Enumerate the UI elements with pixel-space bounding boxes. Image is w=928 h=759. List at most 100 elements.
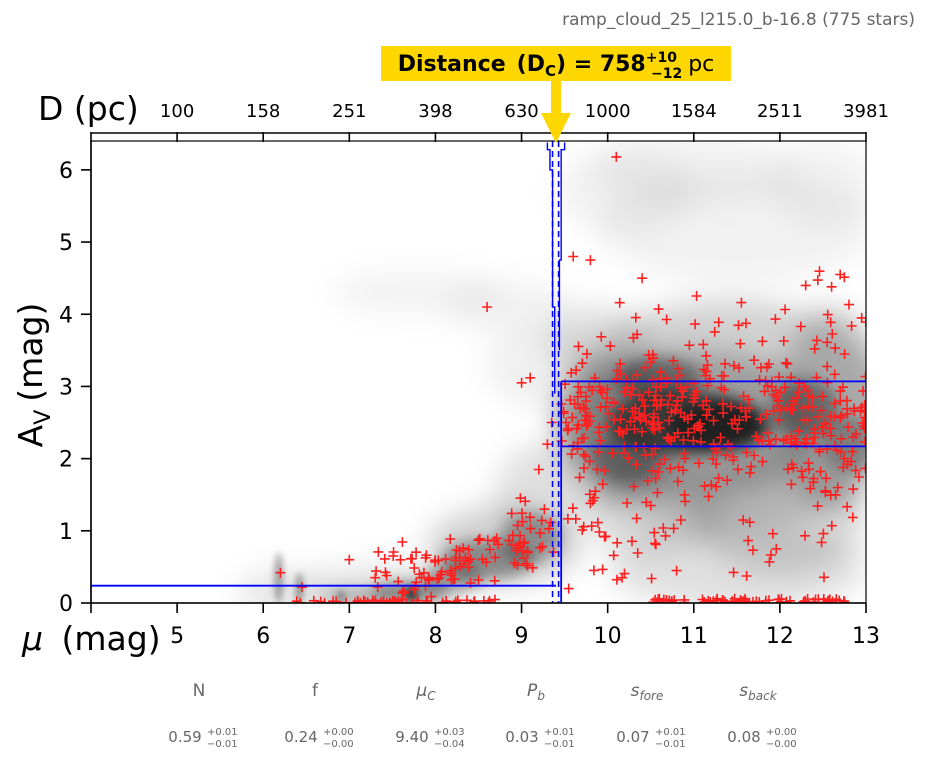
scatter-point — [411, 547, 422, 558]
scatter-point — [732, 423, 743, 434]
scatter-point — [650, 473, 661, 484]
scatter-point — [454, 545, 465, 556]
scatter-point — [768, 405, 779, 416]
density-blob — [444, 281, 582, 333]
scatter-point — [858, 421, 866, 432]
scatter-point — [741, 571, 752, 581]
scatter-point — [679, 594, 690, 603]
scatter-point — [818, 428, 829, 439]
scatter-point — [575, 387, 586, 398]
scatter-point — [432, 574, 443, 585]
parameter-column: μC 9.40 +0.03−0.04 — [395, 681, 464, 750]
parameter-name: sback — [739, 681, 777, 703]
scatter-point — [595, 385, 606, 396]
parameter-column: sfore 0.07 +0.01−0.01 — [616, 681, 685, 750]
scatter-point — [728, 567, 739, 578]
scatter-point — [653, 467, 664, 477]
scatter-point — [835, 385, 846, 396]
scatter-point — [822, 361, 833, 372]
scatter-point — [397, 537, 408, 547]
top-tick-label: 100 — [160, 101, 194, 122]
scatter-point — [445, 534, 456, 544]
scatter-point — [741, 318, 751, 329]
scatter-point — [856, 312, 866, 323]
scatter-point — [418, 567, 429, 578]
x-tick-label: 13 — [852, 624, 880, 649]
scatter-point — [834, 595, 845, 603]
y-axis-base: A — [11, 424, 50, 447]
scatter-point — [728, 455, 739, 466]
scatter-point — [825, 411, 836, 422]
parameter-value: 0.24 — [284, 728, 317, 746]
scatter-point — [722, 475, 733, 486]
scatter-point — [612, 365, 623, 376]
top-tick-label: 1000 — [585, 101, 631, 122]
scatter-point — [706, 480, 717, 490]
scatter-point — [693, 458, 704, 469]
scatter-point — [658, 523, 669, 533]
scatter-point — [465, 554, 476, 565]
scatter-point — [518, 553, 529, 564]
scatter-point — [765, 550, 776, 560]
scatter-point — [781, 434, 792, 445]
scatter-point — [850, 465, 861, 476]
distance-arrow-shaft — [551, 81, 561, 114]
x-tick-label: 10 — [594, 624, 622, 649]
scatter-point — [430, 555, 441, 566]
scatter-point — [607, 448, 618, 459]
scatter-point — [619, 386, 630, 397]
scatter-point — [738, 515, 749, 526]
x-tick-label: 9 — [515, 624, 529, 649]
scatter-point — [701, 410, 712, 421]
scatter-point — [820, 485, 831, 496]
parameter-err-plus: +0.01 — [655, 727, 686, 738]
density-soft — [237, 141, 866, 603]
scatter-point — [409, 581, 420, 592]
density-blob — [274, 552, 284, 603]
scatter-point — [822, 377, 833, 388]
y-axis-label: AV (mag) — [11, 303, 56, 448]
scatter-point — [748, 545, 758, 556]
scatter-point — [315, 596, 326, 603]
scatter-point — [604, 408, 615, 419]
parameter-err-minus: −0.01 — [207, 739, 238, 750]
scatter-point — [450, 552, 461, 563]
parameter-name: Pb — [527, 681, 545, 703]
scatter-point — [822, 337, 833, 348]
scatter-point — [819, 572, 829, 583]
scatter-point — [578, 521, 589, 532]
scatter-point — [481, 557, 492, 568]
scatter-point — [818, 528, 829, 539]
scatter-point — [473, 574, 484, 585]
scatter-point — [593, 427, 604, 438]
scatter-point — [812, 275, 823, 286]
x-axis-label: μ (mag) — [21, 619, 161, 658]
scatter-point — [567, 412, 578, 423]
scatter-point — [788, 395, 799, 406]
parameter-err-plus: +0.01 — [544, 727, 575, 738]
top-tick-label: 251 — [332, 101, 366, 122]
scatter-point — [648, 375, 658, 386]
scatter-point — [698, 339, 709, 350]
scatter-point — [808, 473, 819, 484]
scatter-point — [802, 415, 813, 426]
scatter-point — [618, 428, 628, 439]
scatter-point — [843, 422, 854, 432]
scatter-point — [835, 396, 846, 406]
scatter-point — [672, 363, 683, 374]
scatter-point — [571, 423, 582, 434]
scatter-point — [741, 447, 752, 458]
scatter-point — [489, 536, 500, 546]
scatter-point — [344, 554, 355, 565]
scatter-point — [581, 396, 591, 406]
scatter-point — [699, 481, 710, 492]
scatter-point — [835, 269, 846, 280]
scatter-point — [490, 552, 501, 563]
scatter-point — [854, 472, 864, 482]
scatter-point — [691, 386, 702, 397]
scatter-point — [516, 377, 527, 388]
scatter-point — [680, 496, 691, 507]
scatter-point — [371, 566, 382, 577]
scatter-point — [600, 465, 610, 476]
scatter-point — [641, 416, 652, 427]
